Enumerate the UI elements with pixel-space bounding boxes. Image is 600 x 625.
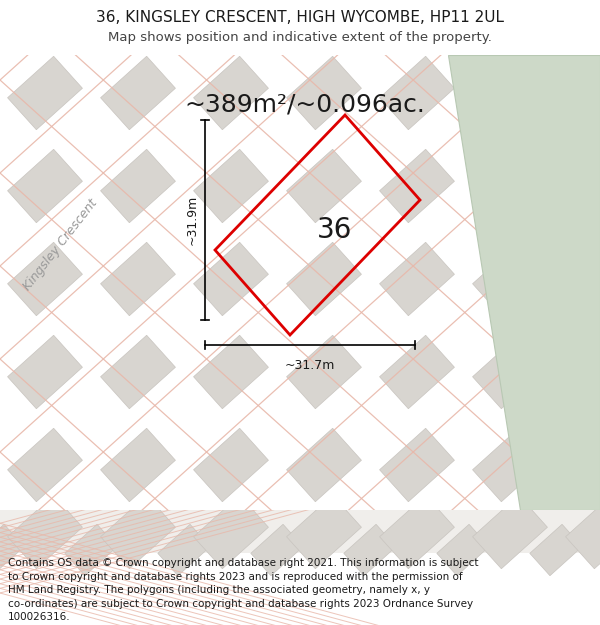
Polygon shape bbox=[566, 614, 600, 625]
Polygon shape bbox=[8, 242, 82, 316]
Polygon shape bbox=[566, 0, 600, 37]
Polygon shape bbox=[8, 149, 82, 222]
Polygon shape bbox=[194, 614, 268, 625]
Polygon shape bbox=[158, 524, 210, 576]
Polygon shape bbox=[194, 242, 268, 316]
Polygon shape bbox=[101, 614, 175, 625]
Polygon shape bbox=[101, 0, 175, 37]
Polygon shape bbox=[8, 614, 82, 625]
Polygon shape bbox=[101, 335, 175, 409]
Polygon shape bbox=[380, 428, 454, 502]
Polygon shape bbox=[287, 521, 361, 595]
Polygon shape bbox=[101, 495, 175, 569]
Polygon shape bbox=[101, 242, 175, 316]
Polygon shape bbox=[380, 56, 454, 130]
Polygon shape bbox=[473, 614, 547, 625]
Polygon shape bbox=[566, 335, 600, 409]
Polygon shape bbox=[287, 335, 361, 409]
Text: 36, KINGSLEY CRESCENT, HIGH WYCOMBE, HP11 2UL: 36, KINGSLEY CRESCENT, HIGH WYCOMBE, HP1… bbox=[96, 9, 504, 24]
Polygon shape bbox=[251, 524, 303, 576]
Text: Contains OS data © Crown copyright and database right 2021. This information is : Contains OS data © Crown copyright and d… bbox=[8, 558, 479, 622]
Polygon shape bbox=[530, 524, 582, 576]
Polygon shape bbox=[380, 495, 454, 569]
Polygon shape bbox=[344, 524, 396, 576]
Polygon shape bbox=[0, 524, 24, 576]
Polygon shape bbox=[473, 242, 547, 316]
Polygon shape bbox=[65, 524, 117, 576]
Polygon shape bbox=[287, 495, 361, 569]
Polygon shape bbox=[194, 428, 268, 502]
Polygon shape bbox=[473, 428, 547, 502]
Polygon shape bbox=[473, 335, 547, 409]
Polygon shape bbox=[287, 0, 361, 37]
Polygon shape bbox=[194, 0, 268, 37]
Bar bbox=[0, 510, 600, 553]
Polygon shape bbox=[448, 55, 600, 510]
Polygon shape bbox=[566, 242, 600, 316]
Polygon shape bbox=[473, 149, 547, 222]
Polygon shape bbox=[380, 149, 454, 222]
Polygon shape bbox=[194, 521, 268, 595]
Polygon shape bbox=[8, 56, 82, 130]
Polygon shape bbox=[287, 428, 361, 502]
Text: Kingsley Crescent: Kingsley Crescent bbox=[20, 197, 100, 293]
Polygon shape bbox=[473, 56, 547, 130]
Polygon shape bbox=[8, 335, 82, 409]
Polygon shape bbox=[380, 0, 454, 37]
Polygon shape bbox=[473, 495, 547, 569]
Polygon shape bbox=[194, 149, 268, 222]
Polygon shape bbox=[287, 242, 361, 316]
Polygon shape bbox=[566, 149, 600, 222]
Polygon shape bbox=[8, 0, 82, 37]
Polygon shape bbox=[380, 614, 454, 625]
Polygon shape bbox=[101, 521, 175, 595]
Polygon shape bbox=[101, 56, 175, 130]
Polygon shape bbox=[380, 242, 454, 316]
Polygon shape bbox=[566, 495, 600, 569]
Polygon shape bbox=[566, 56, 600, 130]
Polygon shape bbox=[8, 521, 82, 595]
Polygon shape bbox=[380, 335, 454, 409]
Text: ~31.9m: ~31.9m bbox=[186, 195, 199, 245]
Text: ~389m²/~0.096ac.: ~389m²/~0.096ac. bbox=[185, 93, 425, 117]
Polygon shape bbox=[473, 521, 547, 595]
Text: Map shows position and indicative extent of the property.: Map shows position and indicative extent… bbox=[108, 31, 492, 44]
Polygon shape bbox=[287, 614, 361, 625]
Polygon shape bbox=[8, 428, 82, 502]
Polygon shape bbox=[8, 495, 82, 569]
Polygon shape bbox=[473, 0, 547, 37]
Polygon shape bbox=[566, 521, 600, 595]
Polygon shape bbox=[437, 524, 489, 576]
Polygon shape bbox=[287, 56, 361, 130]
Polygon shape bbox=[287, 149, 361, 222]
Polygon shape bbox=[194, 335, 268, 409]
Text: ~31.7m: ~31.7m bbox=[285, 359, 335, 372]
Polygon shape bbox=[101, 428, 175, 502]
Polygon shape bbox=[566, 428, 600, 502]
Polygon shape bbox=[194, 56, 268, 130]
Text: 36: 36 bbox=[317, 216, 353, 244]
Polygon shape bbox=[101, 149, 175, 222]
Polygon shape bbox=[194, 495, 268, 569]
Polygon shape bbox=[380, 521, 454, 595]
